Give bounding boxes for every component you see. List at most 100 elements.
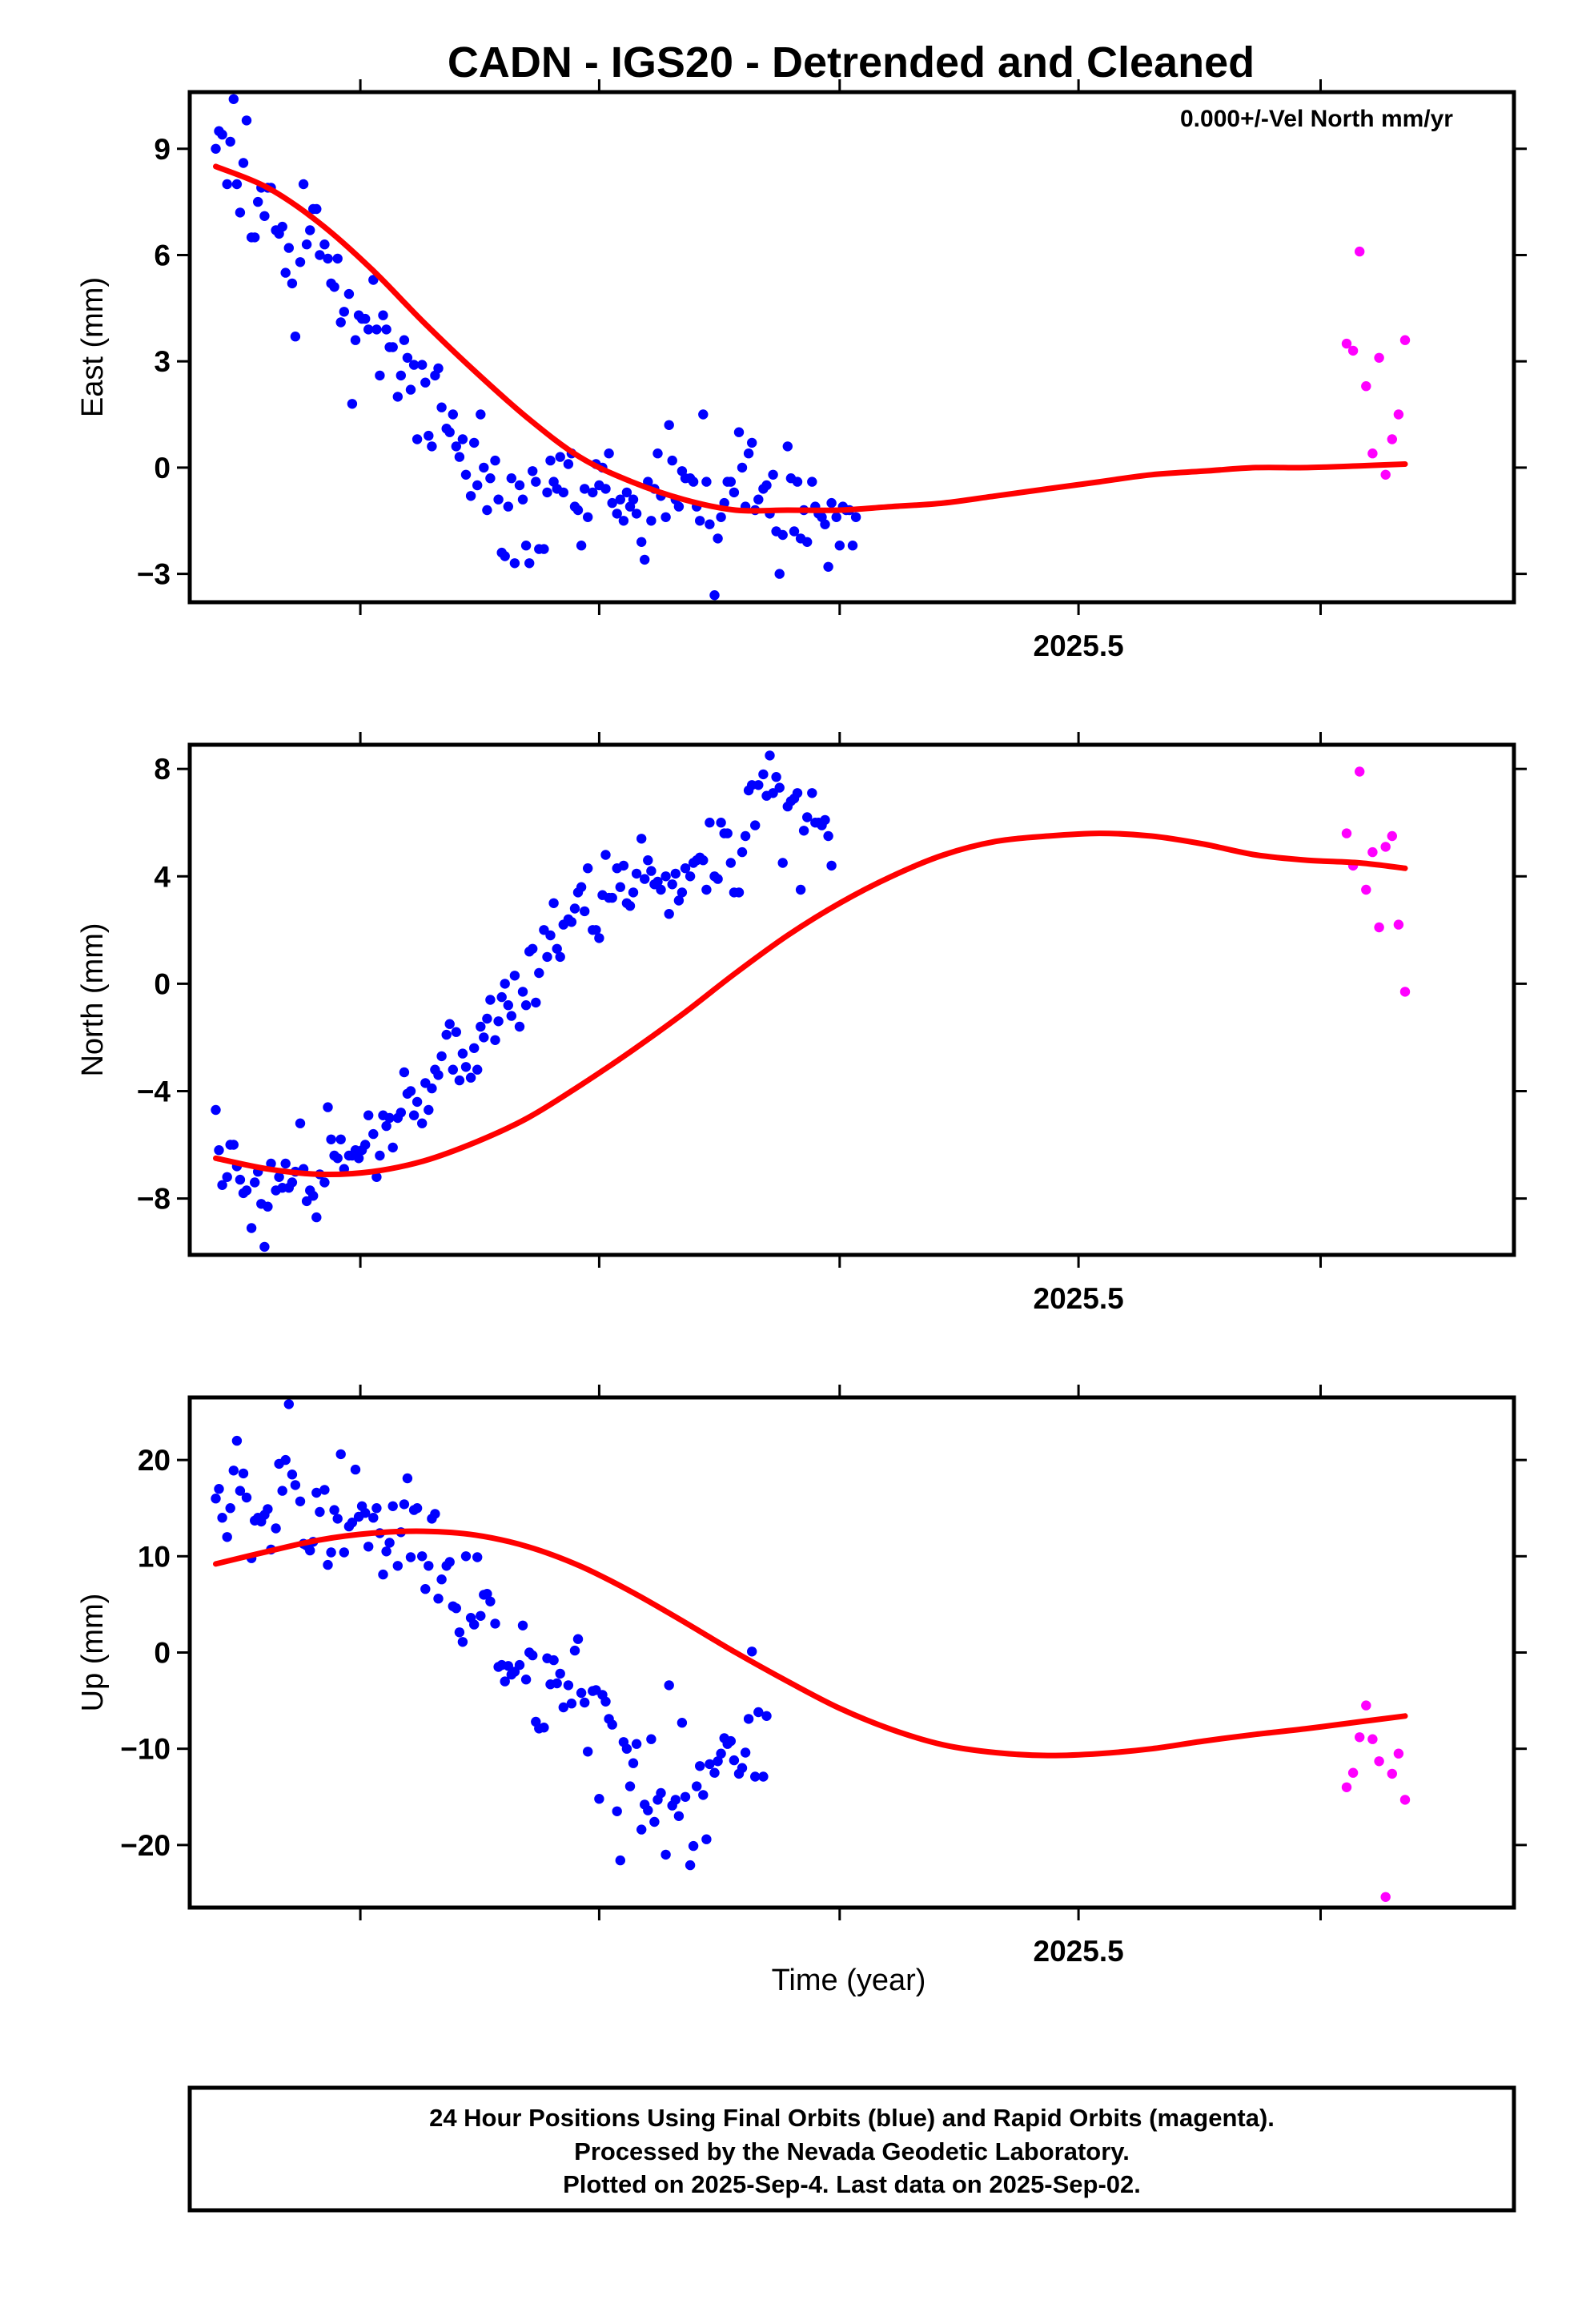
east-final-orbits-point: [701, 476, 712, 487]
north-plot-frame: [187, 742, 1516, 1257]
up-final-orbits-point: [673, 1811, 685, 1821]
east-final-orbits-point: [847, 541, 858, 551]
east-final-orbits-point: [485, 473, 496, 484]
up-final-orbits-point: [444, 1557, 455, 1567]
up-final-orbits-point: [725, 1735, 736, 1747]
north-final-orbits-point: [576, 882, 587, 892]
east-final-orbits-point: [329, 282, 339, 292]
up-final-orbits-point: [323, 1559, 333, 1570]
up-final-orbits-point: [750, 1771, 761, 1782]
up-ytick-label: 0: [154, 1637, 171, 1670]
up-final-orbits-point: [500, 1676, 510, 1687]
up-final-orbits-point: [580, 1697, 590, 1708]
up-final-orbits-point: [576, 1687, 587, 1699]
east-rapid-orbits-point: [1347, 345, 1359, 356]
up-final-orbits-point: [685, 1860, 696, 1871]
up-final-orbits-point: [326, 1547, 336, 1558]
east-final-orbits-point: [387, 342, 398, 352]
north-final-orbits-point: [319, 1177, 330, 1188]
north-final-orbits-point: [424, 1104, 434, 1116]
north-rapid-orbits-point: [1361, 884, 1371, 895]
north-final-orbits-point: [594, 933, 604, 943]
up-rapid-orbits-point: [1347, 1767, 1359, 1778]
east-fit-curve: [213, 163, 1408, 514]
east-final-orbits-point: [283, 243, 294, 253]
north-final-orbits-point: [266, 1158, 276, 1169]
up-final-orbits-point: [631, 1739, 642, 1749]
east-final-orbits-point: [500, 551, 510, 561]
north-final-orbits-point: [469, 1043, 480, 1054]
east-final-orbits-point: [368, 275, 379, 285]
east-final-orbits-point: [563, 459, 574, 469]
up-final-orbits-point: [607, 1719, 617, 1730]
north-final-orbits-point: [246, 1223, 257, 1233]
north-final-orbits-point: [441, 1029, 452, 1040]
north-final-orbits-point: [274, 1172, 284, 1183]
north-xtick-label: 2025.5: [1034, 1282, 1124, 1315]
east-final-orbits-point: [729, 487, 740, 498]
up-final-orbits-point: [457, 1637, 468, 1647]
up-final-orbits-point: [329, 1505, 339, 1515]
north-final-orbits-point: [360, 1140, 371, 1150]
east-final-orbits-point: [628, 494, 639, 505]
up-rapid-orbits-point: [1367, 1734, 1378, 1744]
north-final-orbits-point: [332, 1153, 343, 1164]
up-final-orbits-point: [528, 1650, 538, 1661]
north-final-orbits-point: [673, 895, 685, 906]
east-final-orbits-point: [807, 476, 817, 487]
up-final-orbits-point: [624, 1781, 636, 1791]
up-final-orbits-point: [412, 1503, 423, 1514]
north-final-orbits-point: [664, 909, 674, 919]
east-final-orbits-point: [761, 480, 772, 491]
north-final-orbits-point: [222, 1172, 232, 1183]
east-final-orbits-point: [713, 533, 723, 544]
east-final-orbits-point: [539, 544, 549, 554]
east-final-orbits-point: [850, 512, 861, 522]
north-final-orbits-point: [750, 820, 761, 830]
north-final-orbits-point: [820, 814, 830, 826]
up-rapid-orbits-point: [1341, 1782, 1352, 1792]
east-final-orbits-point: [607, 497, 617, 509]
up-final-orbits-point: [332, 1514, 343, 1524]
north-final-orbits-point: [476, 1021, 486, 1032]
up-final-orbits-point: [424, 1561, 434, 1571]
up-final-orbits-point: [225, 1503, 235, 1514]
north-final-orbits-point: [555, 951, 565, 963]
north-final-orbits-point: [685, 871, 696, 882]
north-rapid-orbits-point: [1367, 846, 1378, 858]
up-final-orbits-point: [454, 1627, 465, 1638]
up-final-orbits-point: [319, 1485, 330, 1495]
east-final-orbits-point: [503, 501, 513, 512]
north-final-orbits-point: [217, 1180, 227, 1191]
north-final-orbits-point: [640, 874, 650, 884]
up-rapid-orbits-point: [1361, 1700, 1371, 1711]
east-final-orbits-point: [332, 253, 343, 264]
north-final-orbits-point: [308, 1191, 319, 1201]
north-final-orbits-point: [259, 1241, 270, 1252]
east-rapid-orbits-point: [1361, 381, 1371, 392]
up-final-orbits-point: [572, 1634, 584, 1644]
east-final-orbits-point: [360, 313, 371, 324]
up-final-orbits-point: [555, 1668, 565, 1679]
up-final-orbits-point: [615, 1855, 625, 1866]
north-final-orbits-point: [214, 1145, 224, 1156]
north-final-orbits-point: [774, 782, 785, 793]
north-final-orbits-point: [500, 979, 510, 989]
east-final-orbits-point: [636, 537, 647, 547]
east-final-orbits-point: [319, 239, 330, 250]
up-final-orbits-point: [287, 1470, 298, 1480]
east-final-orbits-point: [228, 94, 239, 104]
east-final-orbits-point: [482, 505, 492, 516]
east-final-orbits-point: [238, 158, 249, 168]
up-final-orbits-point: [402, 1473, 413, 1484]
up-final-orbits-point: [539, 1723, 549, 1733]
east-final-orbits-point: [448, 409, 458, 420]
north-final-orbits-point: [520, 1000, 532, 1011]
east-final-orbits-point: [733, 427, 745, 437]
up-rapid-orbits-point: [1387, 1768, 1398, 1779]
up-final-orbits-point: [643, 1805, 653, 1815]
north-final-orbits-point: [569, 903, 580, 914]
east-final-orbits-point: [287, 278, 298, 289]
north-final-orbits-point: [798, 826, 809, 836]
north-final-orbits-point: [448, 1064, 458, 1075]
